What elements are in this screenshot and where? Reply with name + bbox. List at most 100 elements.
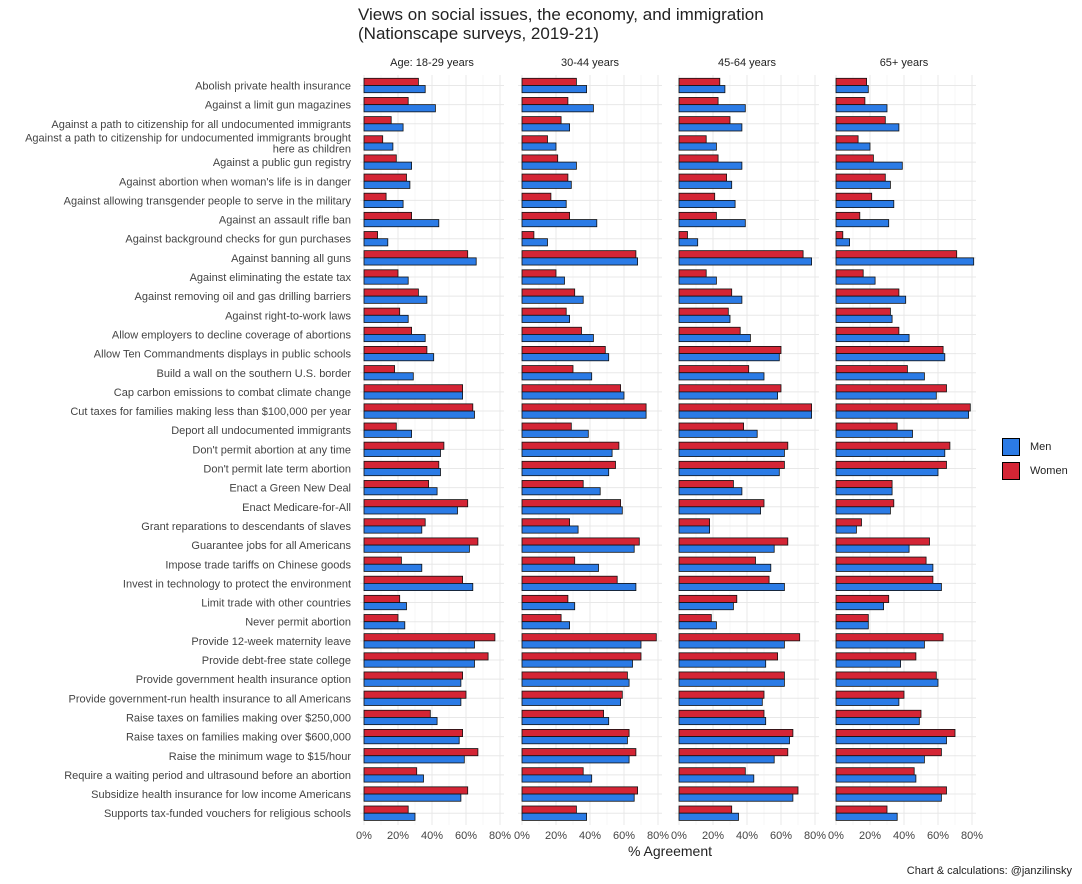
bar-men — [678, 678, 785, 687]
bar-women — [363, 173, 407, 182]
category-label: Impose trade tariffs on Chinese goods — [165, 559, 351, 571]
bar-women — [678, 231, 688, 240]
bar-women — [363, 460, 440, 469]
bar-women — [835, 460, 947, 469]
legend-label-women: Women — [1030, 465, 1068, 477]
bar-men — [678, 697, 763, 706]
bar-men — [678, 583, 785, 592]
bar-women — [521, 748, 637, 757]
bar-women — [678, 288, 733, 297]
x-tick-label: 80% — [647, 830, 669, 842]
category-label: Don't permit abortion at any time — [192, 444, 351, 456]
bar-women — [521, 173, 569, 182]
bar-women — [835, 729, 956, 738]
bar-men — [678, 506, 761, 515]
category-label-line: Against a path to citizenship for undocu… — [25, 132, 351, 144]
bar-men — [835, 180, 891, 189]
bar-men — [835, 219, 890, 228]
bar-men — [363, 544, 470, 553]
bar-men — [521, 334, 594, 343]
bar-men — [363, 161, 412, 170]
bar-men — [363, 372, 414, 381]
bar-men — [678, 276, 717, 285]
category-label: Allow employers to decline coverage of a… — [112, 329, 352, 341]
bar-men — [521, 199, 567, 208]
bar-women — [835, 173, 886, 182]
bar-women — [521, 345, 606, 354]
bar-men — [521, 123, 570, 132]
bar-women — [363, 767, 418, 776]
bar-women — [678, 537, 789, 546]
bar-men — [678, 142, 717, 151]
bar-women — [363, 556, 402, 565]
bar-women — [521, 786, 638, 795]
category-label: Invest in technology to protect the envi… — [123, 578, 351, 590]
bar-men — [835, 793, 942, 802]
category-label: Guarantee jobs for all Americans — [191, 540, 351, 552]
bar-men — [835, 717, 920, 726]
category-label: Raise the minimum wage to $15/hour — [169, 751, 352, 763]
bar-men — [521, 774, 593, 783]
x-tick-label: 20% — [387, 830, 409, 842]
chart-subtitle: (Nationscape surveys, 2019-21) — [358, 24, 599, 43]
bar-men — [363, 104, 436, 113]
bar-men — [363, 602, 407, 611]
bar-women — [678, 805, 733, 814]
bar-men — [521, 717, 610, 726]
bar-women — [678, 403, 813, 412]
bar-women — [678, 786, 799, 795]
bar-women — [678, 575, 770, 584]
bar-women — [835, 250, 958, 259]
bar-women — [521, 690, 623, 699]
bar-women — [521, 441, 620, 450]
legend-item-women: Women — [1002, 460, 1068, 482]
bar-women — [678, 709, 765, 718]
bar-men — [835, 448, 946, 457]
bar-women — [521, 499, 621, 508]
x-tick-label: 40% — [421, 830, 443, 842]
bar-women — [835, 135, 859, 144]
bar-women — [363, 307, 401, 316]
bar-women — [678, 365, 750, 374]
bar-men — [835, 104, 888, 113]
bar-men — [835, 678, 939, 687]
bar-men — [835, 238, 851, 247]
bar-women — [678, 748, 789, 757]
bar-women — [678, 460, 785, 469]
bar-women — [678, 480, 734, 489]
bar-women — [521, 729, 630, 738]
bar-men — [835, 353, 946, 362]
category-label: Provide government health insurance opti… — [136, 674, 351, 686]
bar-men — [521, 391, 625, 400]
bar-men — [363, 468, 441, 477]
bar-women — [835, 441, 951, 450]
bar-men — [363, 123, 404, 132]
category-label: Enact Medicare-for-All — [242, 502, 351, 514]
chart-title: Views on social issues, the economy, and… — [358, 5, 764, 24]
bar-men — [835, 314, 893, 323]
bar-men — [835, 410, 970, 419]
bar-men — [521, 161, 577, 170]
bar-men — [835, 506, 891, 515]
x-tick-label: 60% — [927, 830, 949, 842]
bar-women — [835, 652, 917, 661]
bar-men — [363, 736, 460, 745]
bar-men — [835, 544, 910, 553]
bar-women — [835, 288, 900, 297]
category-label: Supports tax-funded vouchers for religio… — [104, 808, 352, 820]
bar-women — [521, 556, 576, 565]
bar-women — [678, 326, 741, 335]
bar-women — [835, 365, 908, 374]
bar-women — [521, 365, 574, 374]
category-label: Against background checks for gun purcha… — [125, 234, 351, 246]
bar-men — [835, 583, 942, 592]
bar-women — [678, 192, 716, 201]
bar-women — [521, 211, 570, 220]
bar-women — [678, 499, 765, 508]
bar-men — [835, 295, 907, 304]
bar-women — [363, 154, 397, 163]
bar-women — [363, 345, 428, 354]
bar-women — [835, 805, 888, 814]
bar-men — [835, 199, 895, 208]
category-label: Raise taxes on families making over $250… — [126, 712, 351, 724]
